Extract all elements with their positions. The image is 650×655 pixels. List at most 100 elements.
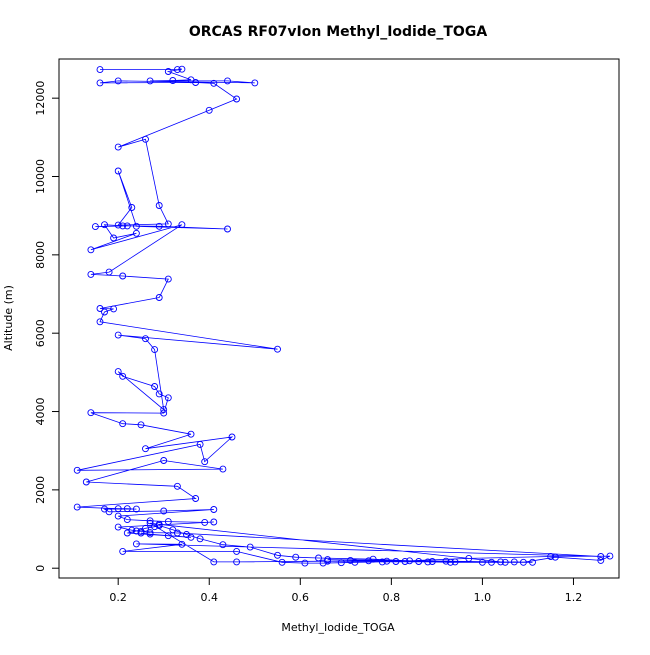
data-point [146,530,154,538]
data-point [114,505,122,513]
data-point [119,372,127,380]
data-point [119,272,127,280]
data-point [87,270,95,278]
data-point [164,220,172,228]
data-point [155,202,163,209]
data-point [164,68,172,75]
data-point [251,79,259,87]
data-point [132,222,140,230]
data-point [424,558,432,566]
data-point [96,79,104,87]
data-point [201,518,209,526]
data-point [151,383,159,390]
data-point [301,559,309,567]
data-point [119,222,127,230]
data-point [142,524,149,532]
data-point [246,543,254,551]
data-point [597,556,605,564]
data-point [151,523,159,531]
data-point [155,222,163,230]
data-point [146,519,154,527]
data-point [196,440,204,448]
y-tick-label: 0 [34,565,47,572]
data-point [82,478,90,486]
x-tick-label: 0.6 [292,591,310,604]
data-point [451,558,459,566]
y-tick-label: 2000 [34,476,47,504]
data-point [128,204,136,211]
data-point [292,553,300,561]
y-axis-label: Altitude (m) [2,285,15,351]
data-point [315,554,322,562]
data-point [114,331,122,339]
data-point [447,558,454,566]
data-point [415,558,423,565]
data-point [274,345,281,353]
data-point [169,526,177,534]
data-point [351,558,359,566]
data-point [178,221,186,229]
y-axis: 0 2000 4000 6000 8000 10000 12000 [34,81,60,572]
data-point [169,77,177,84]
data-point [151,346,159,354]
data-point [278,558,286,566]
data-series [73,65,614,567]
data-point [224,77,231,85]
data-point [114,77,122,85]
data-point [137,421,145,429]
data-point [160,409,168,417]
data-point [219,541,227,549]
data-point [146,77,154,85]
data-point [160,406,168,414]
data-point [274,551,281,559]
data-point [160,457,168,464]
data-point [597,553,605,560]
data-point [114,167,122,175]
y-tick-label: 10000 [34,159,47,194]
data-point [178,65,186,73]
data-point [192,79,200,86]
data-point [142,135,149,143]
data-point [205,106,213,114]
data-point [96,305,104,312]
data-point [101,308,108,316]
data-point [233,95,241,103]
data-point [110,305,118,313]
data-point [173,529,181,537]
data-point [606,552,614,560]
data-point [114,143,122,151]
data-point [173,66,181,74]
y-tick-label: 8000 [34,241,47,269]
data-point [137,529,145,537]
data-point [73,466,81,474]
data-point [96,66,104,74]
data-point [123,505,131,513]
chart-title: ORCAS RF07vIon Methyl_Iodide_TOGA [189,24,487,40]
data-point [164,275,172,283]
data-point [123,516,131,524]
data-point [187,533,195,541]
data-point [73,503,81,511]
data-point [187,430,195,438]
data-point [319,559,327,567]
data-point [219,465,227,473]
data-point [173,482,181,490]
data-point [178,540,186,548]
data-point [442,557,450,565]
data-point [105,268,113,276]
data-point [497,558,505,566]
data-point [551,553,559,561]
data-point [392,558,400,565]
data-point [142,335,149,343]
data-point [378,558,386,566]
series-line [77,68,611,564]
data-point [119,547,127,555]
x-tick-label: 1.0 [474,591,492,604]
x-tick-label: 0.8 [383,591,401,604]
data-point [233,547,241,555]
data-point [428,558,436,565]
data-point [160,507,168,515]
data-point [101,221,108,229]
y-tick-label: 6000 [34,319,47,347]
data-point [132,505,140,513]
